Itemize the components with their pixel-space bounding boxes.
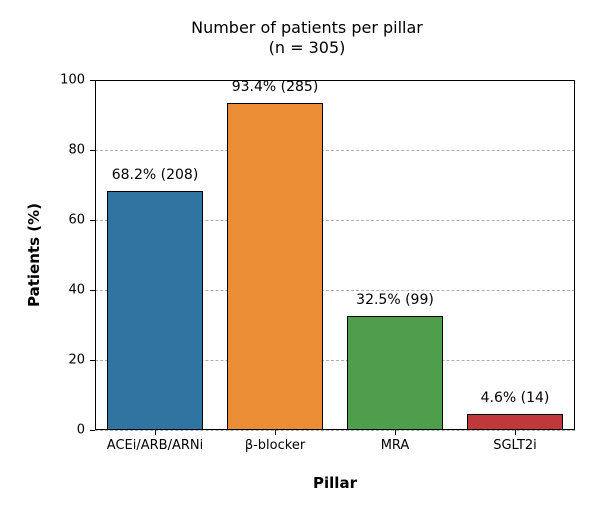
x-tick-label: ACEi/ARB/ARNi — [107, 430, 203, 453]
bar — [347, 316, 443, 430]
grid-line — [95, 150, 575, 151]
axis-spine — [95, 80, 575, 81]
bar — [467, 414, 563, 430]
plot-area: 02040608010068.2% (208)ACEi/ARB/ARNi93.4… — [95, 80, 575, 430]
x-tick-label: β-blocker — [245, 430, 305, 453]
y-tick-label: 100 — [45, 73, 95, 88]
chart-title-line2: (n = 305) — [0, 38, 614, 58]
y-tick-label: 60 — [45, 213, 95, 228]
bar-value-label: 32.5% (99) — [356, 292, 434, 308]
x-tick-label: SGLT2i — [493, 430, 537, 453]
bar-value-label: 68.2% (208) — [112, 167, 199, 183]
chart-title-line1: Number of patients per pillar — [0, 18, 614, 38]
bar — [107, 191, 203, 430]
chart-title: Number of patients per pillar (n = 305) — [0, 18, 614, 58]
bar-value-label: 93.4% (285) — [232, 79, 319, 95]
y-tick-label: 40 — [45, 283, 95, 298]
y-tick-label: 80 — [45, 143, 95, 158]
x-axis-label: Pillar — [313, 474, 357, 492]
y-tick-label: 20 — [45, 353, 95, 368]
bar-chart: Number of patients per pillar (n = 305) … — [0, 0, 614, 505]
y-tick-label: 0 — [45, 423, 95, 438]
axis-spine — [574, 80, 575, 430]
axis-spine — [95, 429, 575, 430]
y-axis-label: Patients (%) — [25, 203, 43, 307]
axis-spine — [95, 80, 96, 430]
x-tick-label: MRA — [381, 430, 410, 453]
bar — [227, 103, 323, 430]
bar-value-label: 4.6% (14) — [481, 390, 550, 406]
